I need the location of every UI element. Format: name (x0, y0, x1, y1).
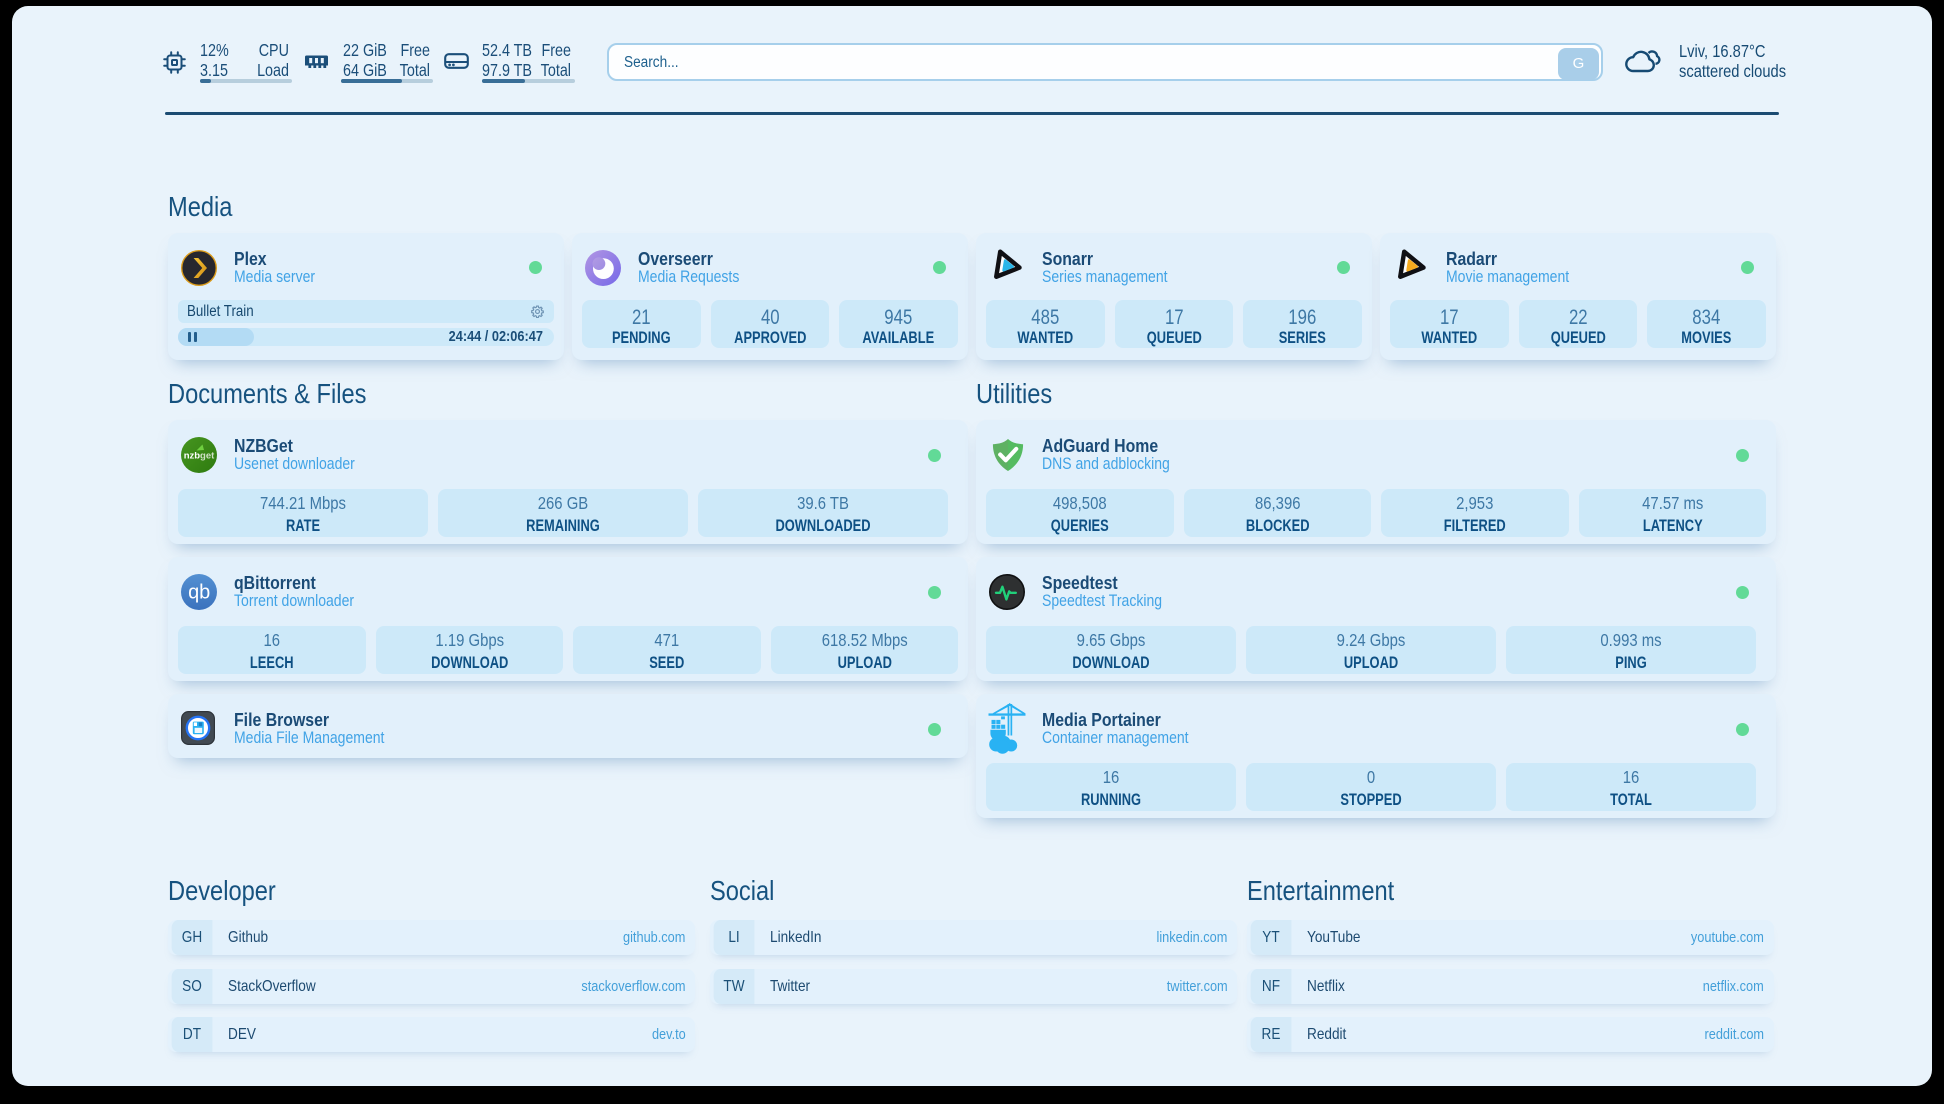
svg-text:qb: qb (188, 582, 210, 604)
svg-text:nzbget: nzbget (184, 451, 215, 462)
